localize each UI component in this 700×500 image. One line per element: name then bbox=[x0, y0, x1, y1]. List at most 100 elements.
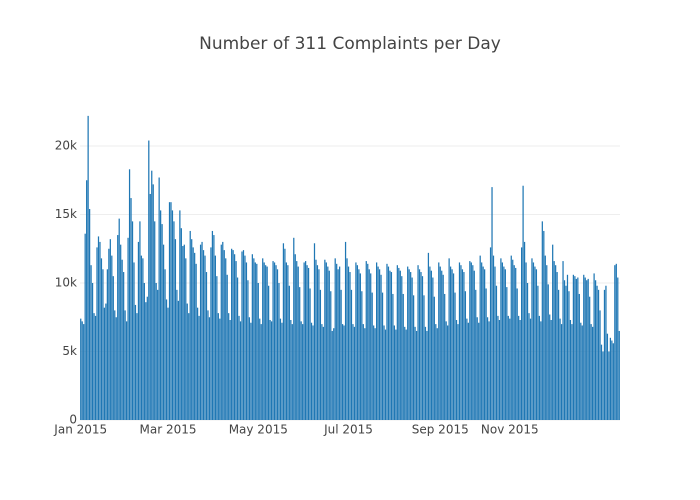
bar bbox=[367, 263, 369, 420]
bar bbox=[376, 262, 378, 420]
bar bbox=[512, 259, 514, 420]
bar bbox=[556, 272, 558, 420]
bar bbox=[128, 169, 131, 420]
bar bbox=[478, 322, 480, 420]
bar bbox=[580, 322, 582, 420]
bar bbox=[94, 315, 97, 420]
bar bbox=[470, 262, 472, 420]
bar bbox=[315, 259, 317, 420]
bar bbox=[343, 325, 345, 420]
bar bbox=[476, 317, 478, 420]
bar bbox=[513, 265, 515, 420]
bar bbox=[291, 324, 293, 420]
x-tick-label: Nov 2015 bbox=[481, 423, 539, 437]
bar bbox=[358, 269, 360, 420]
bar bbox=[344, 241, 347, 420]
bar bbox=[117, 235, 119, 420]
bar bbox=[108, 248, 110, 420]
bar bbox=[306, 265, 308, 420]
bar bbox=[195, 263, 197, 420]
bar bbox=[321, 324, 323, 420]
bar bbox=[272, 261, 274, 420]
bar bbox=[282, 243, 285, 420]
bar bbox=[386, 263, 388, 420]
bar bbox=[174, 239, 177, 420]
bar bbox=[349, 272, 351, 420]
bar bbox=[210, 247, 212, 420]
bar bbox=[245, 262, 248, 420]
y-tick-label: 10k bbox=[55, 276, 77, 290]
bar bbox=[235, 261, 237, 420]
bar bbox=[213, 235, 215, 420]
bar bbox=[151, 170, 153, 420]
bar bbox=[435, 324, 437, 420]
bar bbox=[105, 303, 107, 420]
bar bbox=[492, 255, 495, 420]
bar bbox=[544, 255, 546, 420]
bar bbox=[84, 233, 86, 420]
bar bbox=[399, 270, 401, 420]
bar bbox=[205, 272, 208, 420]
bar bbox=[304, 261, 307, 420]
bar bbox=[479, 255, 481, 420]
bar bbox=[91, 283, 94, 420]
bar bbox=[307, 267, 310, 420]
bar bbox=[201, 241, 203, 420]
bar bbox=[398, 267, 400, 420]
bar bbox=[560, 324, 563, 420]
bar bbox=[472, 265, 474, 420]
bar bbox=[81, 321, 83, 420]
bar bbox=[356, 265, 359, 420]
bar bbox=[297, 266, 299, 420]
bar bbox=[265, 265, 267, 420]
bar bbox=[183, 244, 185, 420]
bar bbox=[405, 329, 407, 420]
bar bbox=[324, 259, 326, 420]
bar bbox=[393, 325, 396, 420]
bar bbox=[192, 247, 194, 420]
bar bbox=[370, 273, 372, 420]
bar bbox=[417, 265, 419, 420]
bar bbox=[161, 224, 163, 420]
bar bbox=[368, 269, 370, 420]
bar bbox=[531, 258, 533, 420]
bar bbox=[448, 258, 450, 420]
bar bbox=[290, 319, 292, 420]
bar bbox=[438, 262, 440, 420]
bar bbox=[411, 277, 413, 420]
bar bbox=[605, 285, 607, 420]
bar bbox=[612, 343, 614, 420]
bar bbox=[380, 274, 382, 420]
bar bbox=[162, 244, 165, 420]
bar bbox=[526, 283, 529, 420]
bar bbox=[489, 247, 492, 420]
bar bbox=[130, 198, 132, 420]
bar bbox=[327, 266, 329, 420]
bar bbox=[281, 322, 283, 420]
bar bbox=[442, 274, 444, 420]
bar bbox=[322, 326, 324, 420]
bar bbox=[404, 326, 406, 420]
bar bbox=[364, 328, 366, 420]
bar bbox=[387, 266, 390, 420]
bar bbox=[288, 285, 290, 420]
bar bbox=[599, 310, 601, 420]
bar bbox=[244, 255, 246, 420]
bar bbox=[482, 266, 484, 420]
bar bbox=[278, 283, 280, 420]
bar bbox=[581, 325, 583, 420]
bar bbox=[432, 277, 434, 420]
bar bbox=[171, 210, 174, 420]
bar bbox=[584, 277, 586, 420]
bar bbox=[334, 258, 336, 420]
bar bbox=[617, 277, 619, 420]
bar bbox=[273, 262, 276, 420]
bar bbox=[232, 250, 234, 420]
bar bbox=[239, 321, 242, 420]
bar bbox=[296, 261, 298, 420]
bar bbox=[177, 300, 180, 420]
bar bbox=[563, 280, 566, 420]
bar bbox=[331, 330, 333, 420]
bar bbox=[189, 230, 191, 420]
bar bbox=[266, 266, 268, 420]
